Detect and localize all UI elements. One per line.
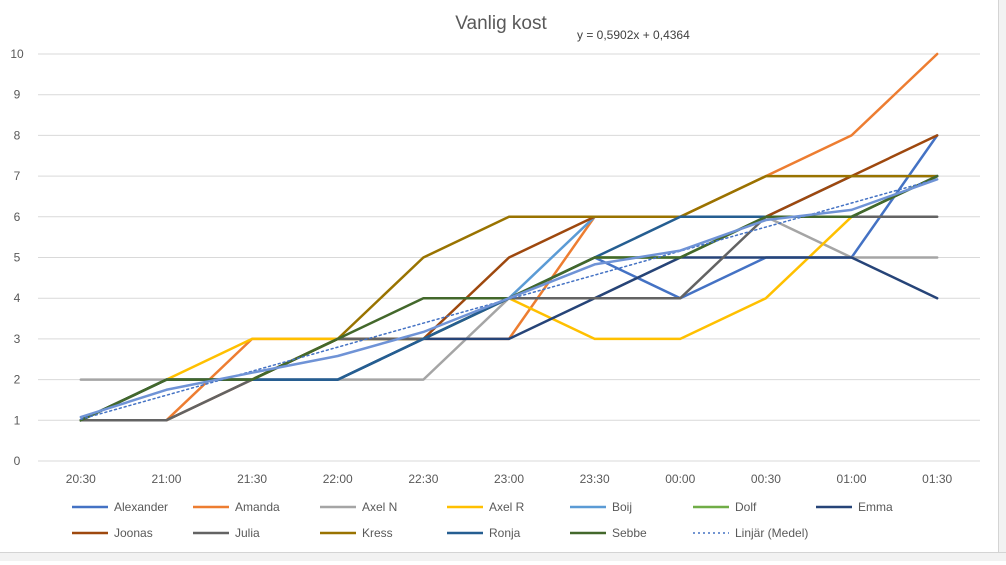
legend-entry-label: Dolf (735, 500, 757, 514)
y-axis-tick-labels: 0 1 2 3 4 5 6 7 8 9 10 (10, 47, 24, 468)
y-tick-label: 4 (14, 291, 21, 305)
x-tick-label: 22:00 (323, 472, 353, 486)
x-tick-label: 23:00 (494, 472, 524, 486)
trendline-equation-label: y = 0,5902x + 0,4364 (577, 28, 690, 42)
legend-entry-label: Joonas (114, 526, 153, 540)
series-line-average (79, 178, 939, 419)
x-tick-label: 22:30 (408, 472, 438, 486)
series-line-alexander (79, 134, 939, 422)
x-tick-label: 20:30 (66, 472, 96, 486)
series-lines (79, 52, 939, 422)
x-axis-tick-labels: 20:30 21:00 21:30 22:00 22:30 23:00 23:30 00:00… (66, 472, 953, 486)
spreadsheet-edge-bottom (0, 552, 1006, 561)
legend-entry-label: Julia (235, 526, 260, 540)
y-tick-label: 0 (14, 454, 21, 468)
legend-entry-label: Kress (362, 526, 393, 540)
y-tick-label: 7 (14, 169, 21, 183)
legend-entry-label: Emma (858, 500, 893, 514)
x-tick-label: 23:30 (580, 472, 610, 486)
x-tick-label: 21:30 (237, 472, 267, 486)
legend-entry-label: Boij (612, 500, 632, 514)
spreadsheet-edge-right (998, 0, 1006, 560)
legend-entry-label: Axel N (362, 500, 397, 514)
legend-entry-label: Axel R (489, 500, 525, 514)
y-tick-label: 3 (14, 332, 21, 346)
legend-entry-label: Linjär (Medel) (735, 526, 808, 540)
legend-entry-label: Amanda (235, 500, 280, 514)
legend-entry-label: Ronja (489, 526, 521, 540)
legend-entry-label: Alexander (114, 500, 168, 514)
legend: Alexander Amanda Axel N Axel R Boij Dolf Emma J… (72, 500, 893, 540)
series-line-julia (79, 215, 939, 422)
x-tick-label: 01:00 (837, 472, 867, 486)
x-tick-label: 01:30 (922, 472, 952, 486)
y-tick-label: 8 (14, 128, 21, 142)
series-line-joonas (79, 134, 939, 422)
y-tick-label: 2 (14, 373, 21, 387)
y-tick-label: 10 (10, 47, 24, 61)
y-tick-label: 9 (14, 88, 21, 102)
y-tick-label: 5 (14, 251, 21, 265)
legend-entry-label: Sebbe (612, 526, 647, 540)
x-tick-label: 21:00 (151, 472, 181, 486)
x-tick-label: 00:00 (665, 472, 695, 486)
y-tick-label: 6 (14, 210, 21, 224)
y-tick-label: 1 (14, 413, 21, 427)
chart-title: Vanlig kost (455, 13, 547, 34)
x-tick-label: 00:30 (751, 472, 781, 486)
